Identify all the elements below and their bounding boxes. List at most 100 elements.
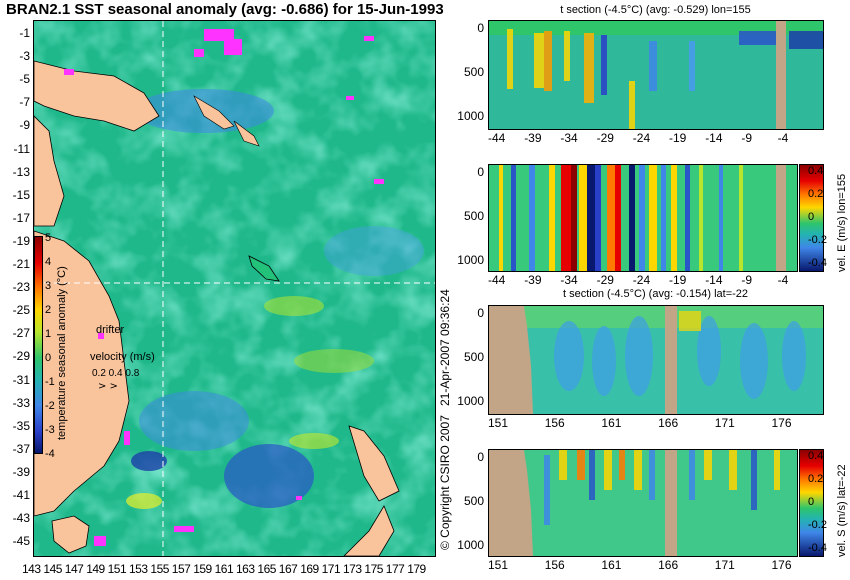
- map-y-tick: -33: [12, 395, 30, 410]
- panel4-plot: [488, 449, 798, 557]
- velocity-colorbar-tick: 0.4: [808, 165, 824, 177]
- map-y-tick: -7: [19, 95, 30, 110]
- section-x-tick: -19: [669, 273, 687, 287]
- section-y-tick: 500: [463, 65, 484, 79]
- map-y-tick: -23: [12, 280, 30, 295]
- drifter-legend-label: drifter: [96, 324, 124, 336]
- map-y-tick: -11: [13, 141, 30, 156]
- sst-colorbar-tick: -4: [45, 448, 55, 460]
- map-x-tick: 155: [150, 562, 169, 576]
- sst-colorbar-tick: 5: [45, 232, 52, 244]
- map-x-tick: 149: [86, 562, 105, 576]
- section-y-tick: 1000: [457, 253, 484, 267]
- section-x-tick: 166: [658, 558, 679, 572]
- sst-map: drifter velocity (m/s) 0.2 0.4 0.8 > >: [33, 20, 436, 557]
- section-y-tick: 500: [463, 494, 484, 508]
- section-x-tick: -39: [524, 131, 542, 145]
- map-y-tick: -29: [12, 349, 30, 364]
- velocity-colorbar-tick: 0.2: [808, 188, 824, 200]
- section-x-tick: -29: [596, 131, 614, 145]
- vel-e-colorbar-label: vel. E (m/s) lon=155: [836, 173, 848, 272]
- map-x-tick: 151: [107, 562, 127, 576]
- sst-colorbar: [34, 236, 43, 454]
- map-x-tick: 143: [22, 562, 41, 576]
- velocity-colorbar-tick: 0: [808, 211, 815, 223]
- panel3-title: t section (-4.5°C) (avg: -0.154) lat=-22: [562, 288, 749, 300]
- section-y-tick: 500: [463, 209, 484, 223]
- section-x-tick: 161: [601, 558, 622, 572]
- sst-colorbar-label: temperature seasonal anomaly (°C): [56, 266, 68, 440]
- map-y-tick: -25: [12, 303, 30, 318]
- velocity-legend-label: velocity (m/s): [90, 351, 155, 363]
- section-x-tick: 161: [601, 416, 622, 430]
- map-y-tick: -15: [12, 187, 30, 202]
- map-y-tick: -3: [19, 49, 30, 64]
- map-y-tick: -27: [12, 326, 30, 341]
- section-x-tick: 176: [771, 558, 792, 572]
- section-x-tick: -14: [705, 131, 723, 145]
- velocity-colorbar-tick: -0.2: [808, 519, 827, 531]
- section-x-tick: 151: [488, 558, 509, 572]
- australia-land: [34, 230, 130, 517]
- velocity-colorbar-tick: -0.4: [808, 257, 827, 269]
- map-x-tick: 175: [364, 562, 383, 576]
- sst-colorbar-tick: -3: [45, 424, 55, 436]
- section-x-tick: -19: [669, 131, 687, 145]
- map-x-tick: 145: [43, 562, 62, 576]
- map-y-tick: -9: [19, 118, 30, 133]
- sst-map-canvas: drifter velocity (m/s) 0.2 0.4 0.8 > >: [34, 21, 435, 556]
- section-x-tick: -24: [632, 273, 651, 287]
- map-y-tick: -31: [12, 372, 30, 387]
- section-y-tick: 0: [477, 306, 484, 320]
- section-y-tick: 1000: [457, 394, 484, 408]
- map-x-tick: 157: [171, 562, 191, 576]
- section-y-tick: 0: [477, 450, 484, 464]
- section-x-tick: -34: [560, 273, 578, 287]
- map-x-tick: 161: [214, 562, 234, 576]
- chart-title: BRAN2.1 SST seasonal anomaly (avg: -0.68…: [6, 1, 444, 18]
- map-y-tick: -1: [19, 26, 30, 40]
- new-zealand-north: [348, 425, 400, 502]
- panel3-plot: [488, 305, 824, 415]
- map-x-tick: 179: [407, 562, 426, 576]
- sst-colorbar-tick: 3: [45, 280, 52, 292]
- map-y-tick: -19: [12, 233, 30, 248]
- sst-colorbar-tick: 0: [45, 352, 52, 364]
- section-x-tick: -24: [632, 131, 651, 145]
- map-x-tick: 163: [236, 562, 255, 576]
- section-x-tick: -14: [705, 273, 723, 287]
- svg-text:> >: > >: [98, 381, 118, 392]
- velocity-legend-values: 0.2 0.4 0.8: [92, 368, 140, 379]
- section-x-tick: 151: [488, 416, 509, 430]
- vel-e-colorbar: [799, 164, 824, 272]
- map-y-tick: -5: [19, 72, 30, 87]
- section-x-tick: -44: [488, 131, 506, 145]
- new-guinea-land: [34, 60, 160, 132]
- map-y-tick: -37: [12, 441, 30, 456]
- section-x-tick: -34: [560, 131, 578, 145]
- map-y-tick: -17: [12, 210, 30, 225]
- section-y-tick: 0: [477, 165, 484, 179]
- section-x-tick: -4: [777, 131, 789, 145]
- section-x-tick: 166: [658, 416, 679, 430]
- copyright-text: © Copyright CSIRO 2007: [438, 415, 452, 550]
- section-x-tick: -29: [596, 273, 614, 287]
- map-x-tick: 159: [193, 562, 212, 576]
- map-x-tick: 169: [300, 562, 319, 576]
- map-y-tick: -43: [12, 511, 30, 526]
- sst-colorbar-tick: 2: [45, 304, 52, 316]
- map-x-tick: 147: [64, 562, 84, 576]
- velocity-colorbar-tick: -0.4: [808, 542, 827, 554]
- new-zealand-south: [343, 505, 395, 556]
- sst-colorbar-tick: 1: [45, 328, 52, 340]
- map-x-tick: 165: [257, 562, 276, 576]
- sst-colorbar-tick: -2: [45, 400, 55, 412]
- section-x-tick: -44: [488, 273, 506, 287]
- map-x-tick: 167: [278, 562, 298, 576]
- sst-colorbar-tick: 4: [45, 256, 52, 268]
- map-y-tick: -35: [12, 418, 30, 433]
- panel1-title: t section (-4.5°C) (avg: -0.529) lon=155: [560, 4, 751, 16]
- velocity-colorbar-tick: -0.2: [808, 234, 827, 246]
- panel1-plot: [488, 20, 824, 130]
- map-y-tick: -21: [12, 257, 30, 271]
